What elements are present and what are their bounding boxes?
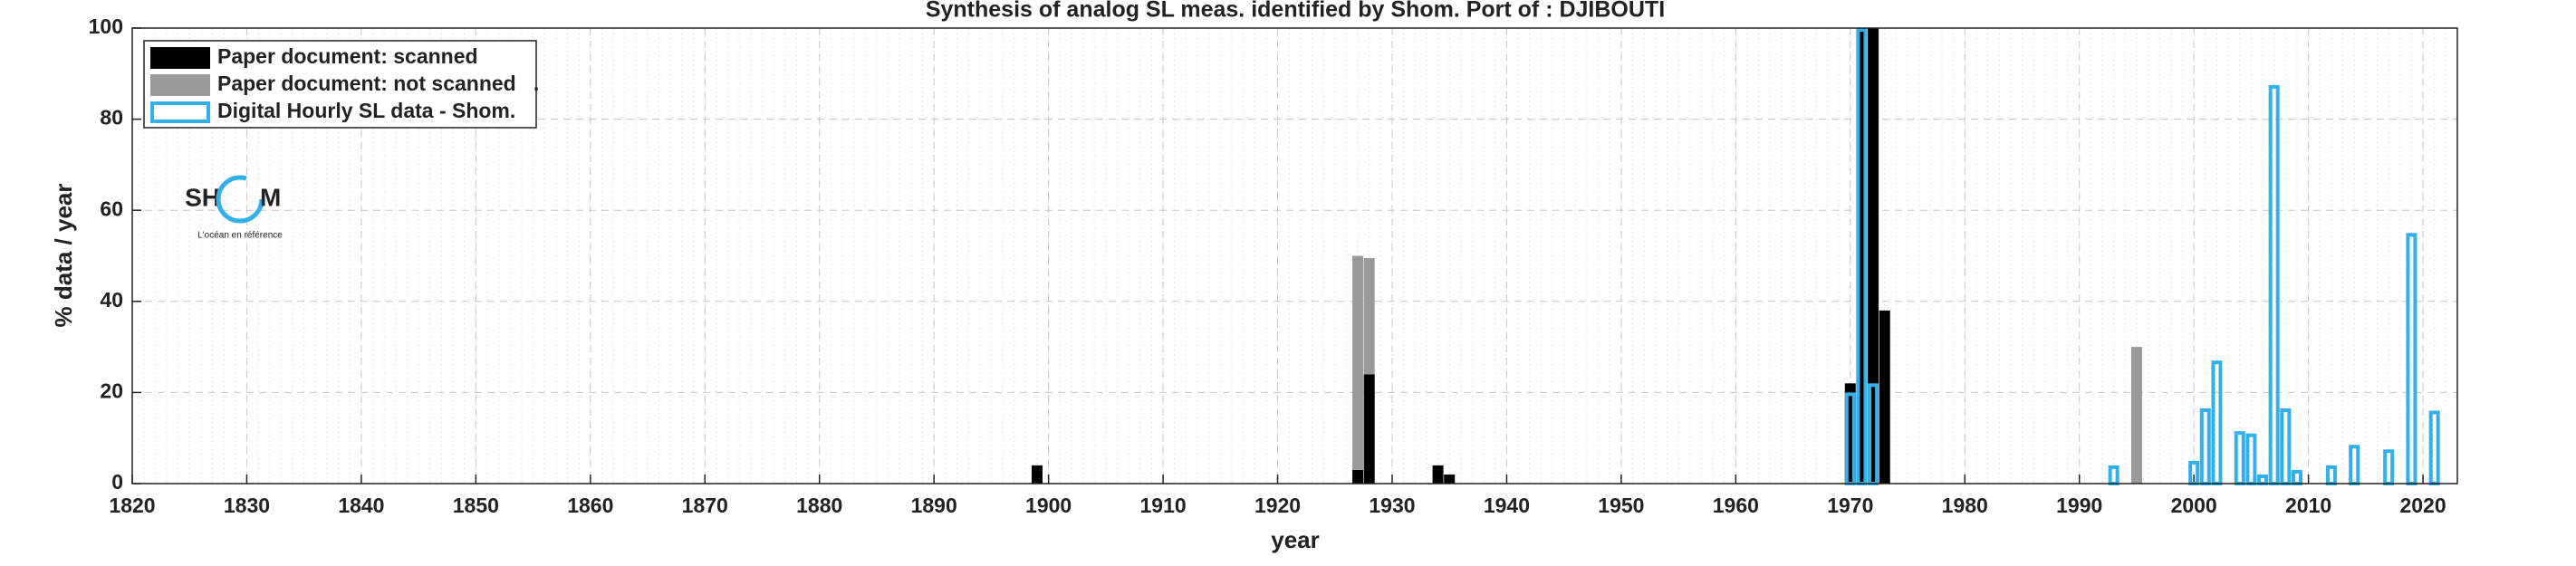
y-tick-label: 60: [100, 197, 123, 220]
x-tick-label: 1820: [109, 494, 155, 517]
legend: Paper document: scanned Paper document: n…: [143, 40, 539, 129]
x-tick-label: 1970: [1827, 494, 1873, 517]
legend-label: Digital Hourly SL data - Shom.: [217, 99, 515, 122]
bar: [1432, 465, 1444, 484]
plot-frame: [131, 27, 2458, 484]
x-tick-label: 1900: [1025, 494, 1072, 517]
x-tick-label: 1910: [1139, 494, 1186, 517]
x-tick-label: 1870: [682, 494, 728, 517]
x-tick-label: 1950: [1598, 494, 1644, 517]
logo-tagline: L'océan en référence: [197, 231, 283, 241]
x-tick-label: 1840: [338, 494, 384, 517]
x-tick-label: 1920: [1254, 494, 1301, 517]
bar: [1352, 255, 1364, 470]
legend-swatch: [150, 74, 210, 96]
logo-text: SH: [185, 183, 220, 211]
y-tick-label: 20: [100, 379, 123, 402]
bar: [1352, 469, 1364, 484]
x-tick-label: 1930: [1369, 494, 1415, 517]
x-tick-label: 1890: [911, 494, 957, 517]
x-tick-label: 1860: [567, 494, 613, 517]
y-tick-label: 80: [100, 106, 123, 130]
bar: [1444, 474, 1456, 484]
logo-ring: [216, 175, 264, 224]
x-tick-label: 1830: [224, 494, 270, 517]
bar: [1879, 310, 1890, 484]
x-tick-label: 1850: [453, 494, 499, 517]
legend-label: Paper document: not scanned .: [217, 72, 539, 95]
x-tick-label: 1880: [796, 494, 842, 517]
x-tick-label: 2020: [2399, 494, 2446, 517]
y-axis-label: % data / year: [50, 184, 77, 328]
bar: [2130, 347, 2142, 484]
x-tick-label: 1940: [1484, 494, 1530, 517]
y-tick-label: 100: [89, 14, 123, 38]
x-tick-label: 2000: [2171, 494, 2217, 517]
bar: [1868, 28, 1879, 484]
y-tick-label: 40: [100, 288, 123, 312]
y-tick-label: 0: [111, 470, 123, 494]
bar: [1363, 374, 1375, 484]
x-tick-label: 1990: [2056, 494, 2102, 517]
bar: [1363, 258, 1375, 375]
bar: [1031, 465, 1043, 484]
legend-label: Paper document: scanned: [217, 44, 478, 68]
chart-title: Synthesis of analog SL meas. identified …: [926, 0, 1665, 23]
x-tick-label: 1980: [1942, 494, 1988, 517]
legend-swatch: [150, 101, 210, 123]
x-axis-label: year: [1271, 526, 1320, 553]
legend-swatch: [150, 47, 210, 69]
logo-text: M: [260, 183, 281, 211]
x-tick-label: 1960: [1713, 494, 1759, 517]
x-tick-label: 2010: [2285, 494, 2331, 517]
